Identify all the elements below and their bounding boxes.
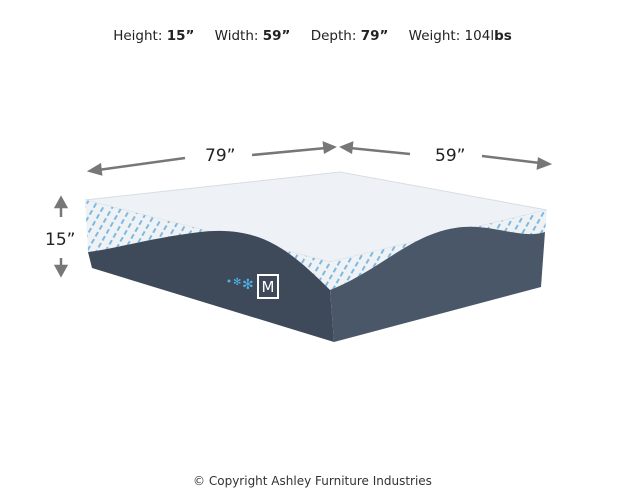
depth-label: 79” <box>205 146 236 166</box>
spec-depth: Depth: 79” <box>310 28 389 44</box>
depth-arrow-left <box>97 156 186 172</box>
spec-weight: Weight: 104lbs <box>408 28 512 44</box>
mattress-base-side <box>330 226 545 342</box>
mattress-cover-side <box>330 210 547 290</box>
height-label: 15” <box>45 230 76 250</box>
width-arrow-left <box>349 146 411 156</box>
svg-text:✻: ✻ <box>233 277 241 288</box>
brand-letter: M <box>262 278 275 296</box>
depth-arrow-right <box>251 146 327 157</box>
spec-height: Height: 15” <box>113 28 195 44</box>
svg-text:✻: ✻ <box>242 277 254 293</box>
width-arrow-right <box>481 154 541 165</box>
brand-logo <box>257 274 279 299</box>
mattress-base-front <box>88 230 334 342</box>
spec-width: Width: 59” <box>214 28 291 44</box>
snowflake-icon: ✻ ✻ <box>227 277 254 293</box>
mattress-cover-front <box>85 200 330 290</box>
copyright: © Copyright Ashley Furniture Industries <box>193 474 432 488</box>
width-label: 59” <box>435 146 466 166</box>
spec-line: Height: 15” Width: 59” Depth: 79” Weight… <box>0 28 625 44</box>
